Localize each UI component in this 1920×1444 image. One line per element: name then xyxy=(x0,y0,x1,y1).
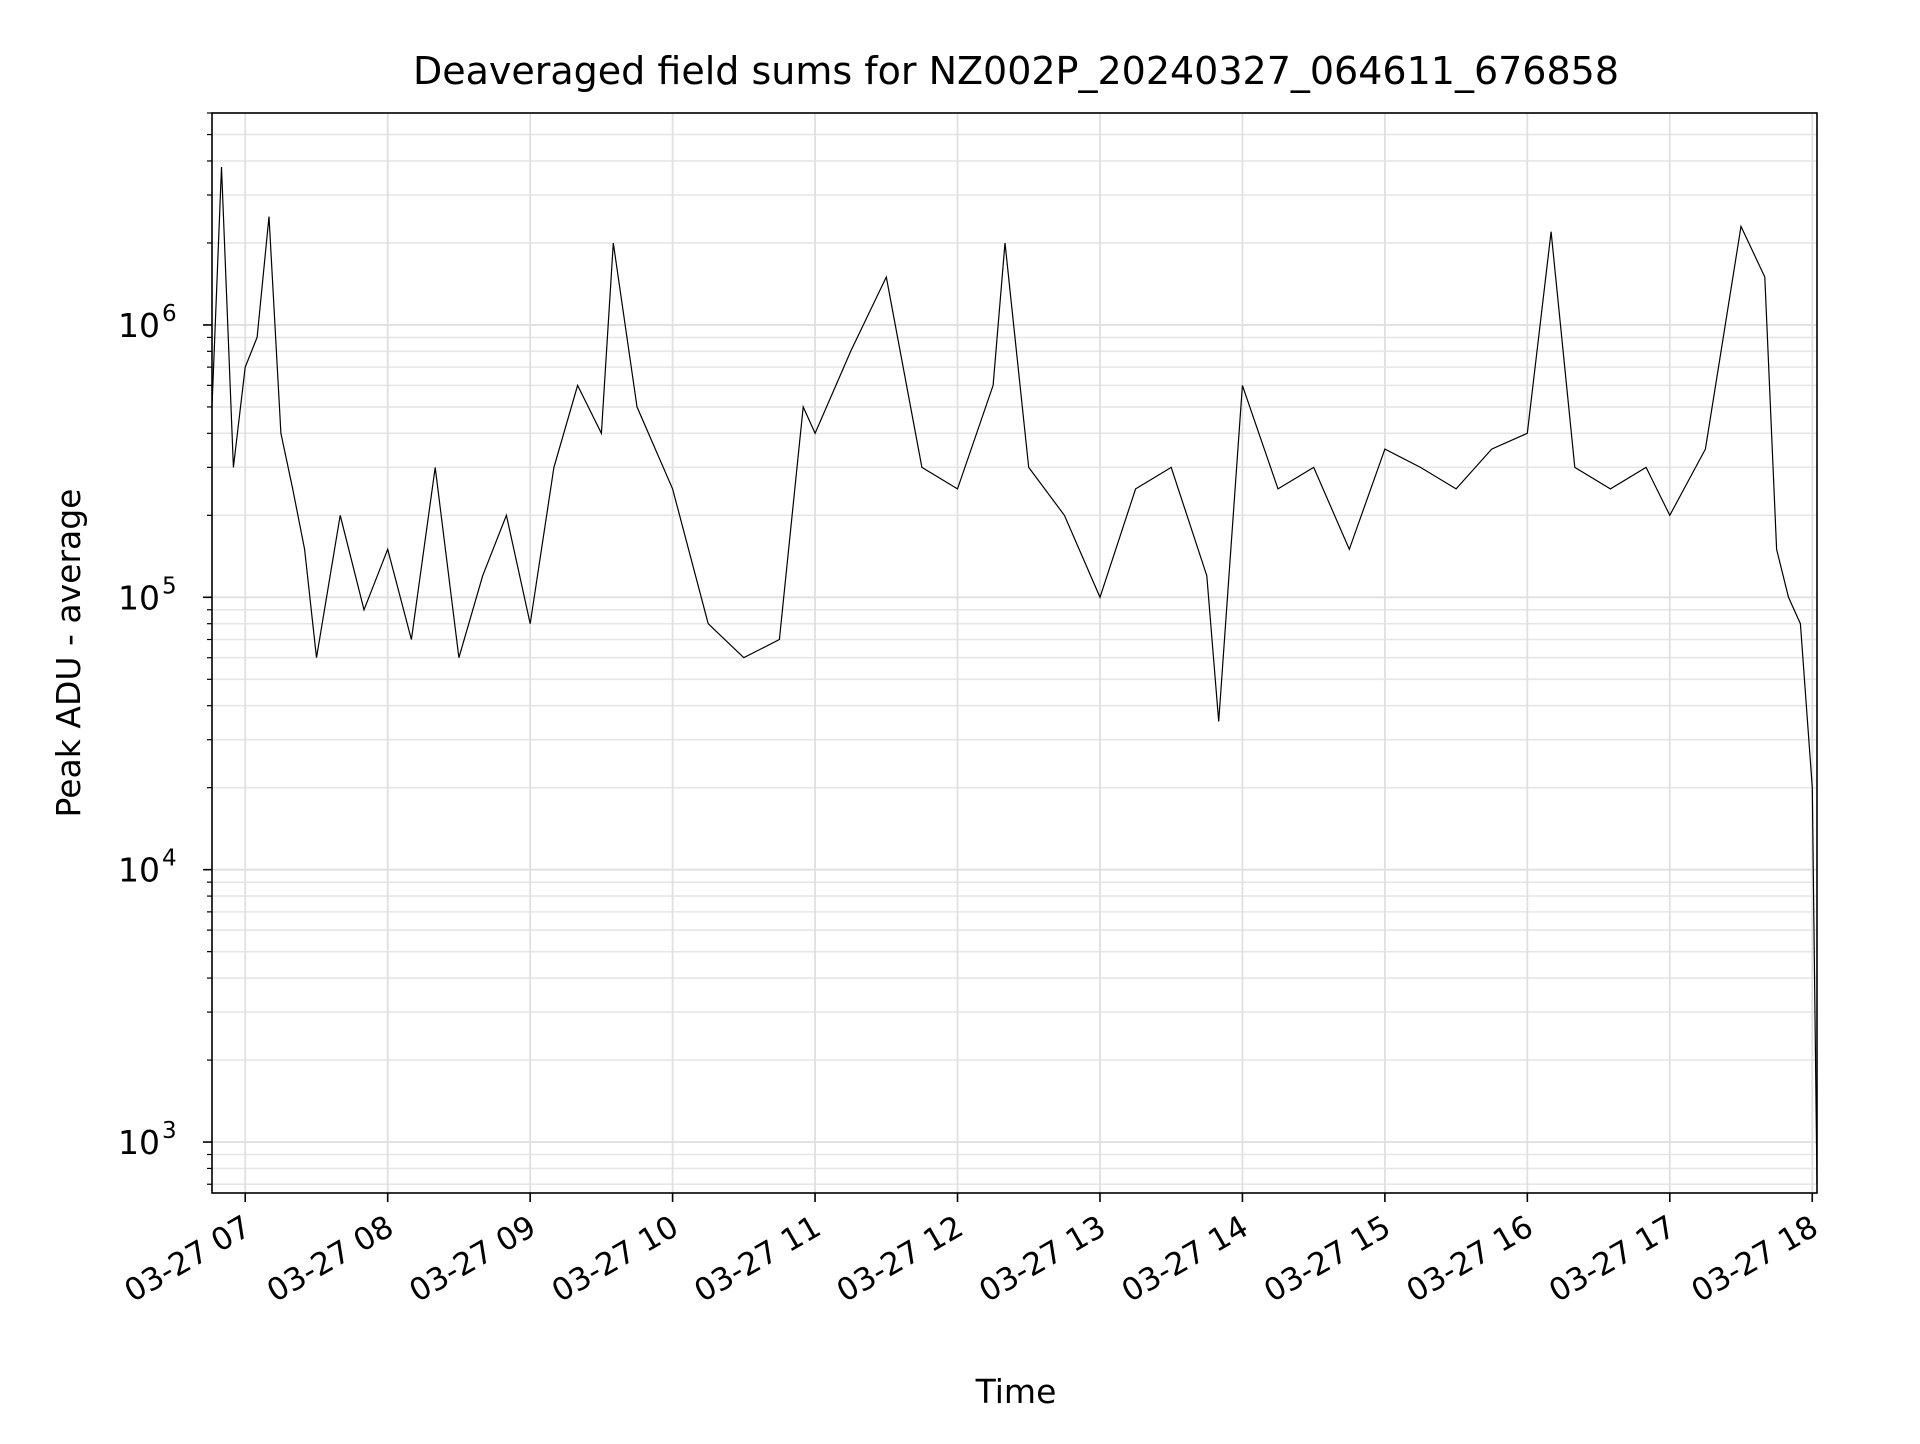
y-tick-label-exponent: 6 xyxy=(162,301,177,327)
y-tick-label-exponent: 4 xyxy=(162,846,177,872)
plot-frame xyxy=(211,112,1818,1194)
grid-layer xyxy=(212,112,1817,1193)
y-tick-label: 10 xyxy=(118,851,160,890)
x-axis-label: Time xyxy=(975,1372,1057,1411)
y-tick-label: 10 xyxy=(118,578,160,617)
y-tick-label-exponent: 3 xyxy=(162,1118,177,1144)
plot-layer xyxy=(211,166,1818,1185)
chart-title: Deaveraged field sums for NZ002P_2024032… xyxy=(413,49,1619,93)
y-tick-label: 10 xyxy=(118,306,160,345)
y-tick-label-exponent: 5 xyxy=(162,573,177,599)
y-tick-label: 10 xyxy=(118,1123,160,1162)
data-series-line xyxy=(211,166,1818,1185)
y-axis-label: Peak ADU - average xyxy=(49,489,88,818)
